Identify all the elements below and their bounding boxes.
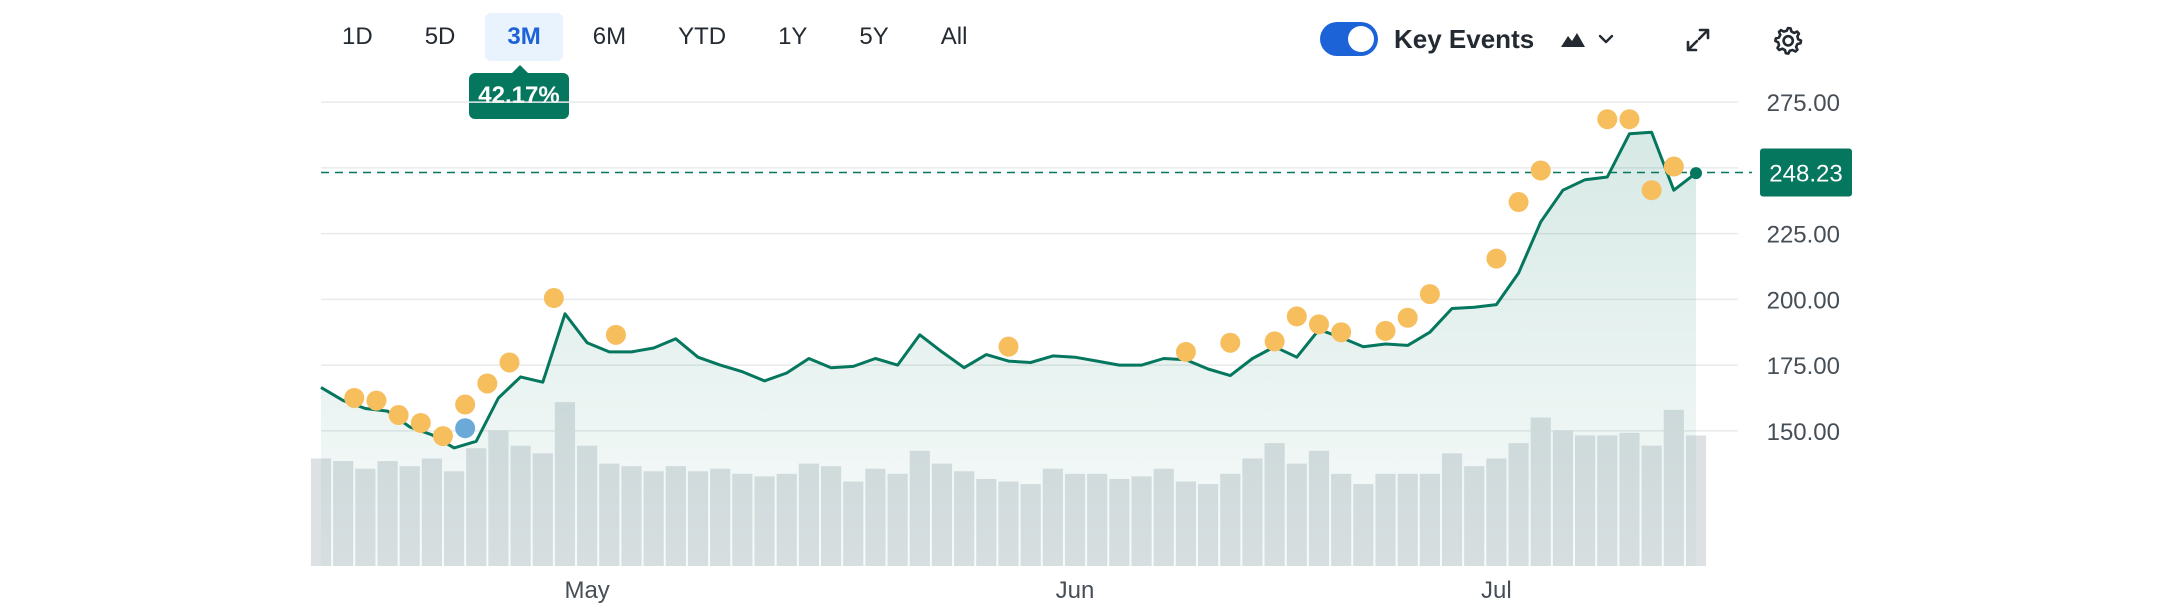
key-event-marker (499, 352, 520, 373)
chevron-down-icon (1598, 34, 1614, 44)
gear-icon (1774, 26, 1803, 55)
y-axis-tick-label: 200.00 (1767, 287, 1840, 314)
key-event-marker (1508, 192, 1529, 213)
mountain-chart-icon (1561, 33, 1586, 47)
key-event-marker (410, 412, 431, 433)
key-event-marker (1220, 332, 1241, 353)
key-event-marker (1286, 306, 1307, 327)
key-event-marker (1264, 331, 1285, 352)
key-event-marker (477, 373, 498, 394)
chart-type-dropdown[interactable] (1560, 30, 1614, 48)
key-event-marker (432, 426, 453, 447)
key-event-marker (605, 324, 626, 345)
last-price-dot (1690, 167, 1702, 180)
range-6m-button[interactable]: 6M (592, 23, 627, 50)
settings-button[interactable] (1768, 20, 1808, 60)
key-event-marker (1597, 109, 1618, 130)
range-1d-button[interactable]: 1D (342, 23, 373, 50)
range-3m-button[interactable]: 3M (485, 13, 563, 61)
current-price-value: 248.23 (1769, 160, 1842, 187)
range-ytd-button[interactable]: YTD (678, 23, 727, 50)
x-axis-tick-label: May (564, 577, 609, 604)
key-event-marker (1331, 322, 1352, 343)
key-event-marker (1486, 248, 1507, 269)
range-1y-button[interactable]: 1Y (778, 23, 808, 50)
key-event-marker (455, 394, 476, 415)
key-event-marker (344, 387, 365, 408)
current-price-label: 248.23 (1760, 148, 1852, 197)
chart-controls: Key Events (1320, 14, 1614, 64)
key-event-marker (1530, 160, 1551, 181)
x-axis-tick-label: Jul (1481, 577, 1512, 604)
expand-button[interactable] (1678, 20, 1718, 60)
toggle-knob (1348, 26, 1374, 52)
key-events-toggle[interactable] (1320, 22, 1378, 56)
change-percent-badge: 42.17% (469, 65, 569, 119)
y-axis-tick-label: 175.00 (1767, 353, 1840, 380)
key-event-marker (998, 336, 1019, 357)
range-all-button[interactable]: All (940, 23, 968, 50)
key-event-marker (388, 405, 409, 426)
y-axis-tick-label: 225.00 (1767, 222, 1840, 249)
y-axis-tick-label: 275.00 (1767, 90, 1840, 117)
y-axis-tick-label: 150.00 (1767, 419, 1840, 446)
range-selector: 1D 5D 3M 6M YTD 1Y 5Y All (320, 12, 989, 62)
price-line (320, 130, 1697, 450)
key-event-marker (1419, 284, 1440, 305)
price-area (321, 132, 1696, 567)
key-event-marker (1663, 156, 1684, 177)
range-5y-button[interactable]: 5Y (859, 23, 889, 50)
key-event-marker (1619, 109, 1640, 130)
key-event-marker (1175, 341, 1196, 362)
key-event-marker-highlighted (455, 418, 476, 439)
key-event-marker (1308, 314, 1329, 335)
range-5d-button[interactable]: 5D (424, 23, 456, 50)
key-event-marker (543, 288, 564, 309)
x-axis-tick-label: Jun (1056, 577, 1095, 604)
key-event-marker (1397, 307, 1418, 328)
key-event-marker (366, 390, 387, 411)
key-event-marker (1641, 180, 1662, 201)
key-event-marker (1375, 320, 1396, 341)
key-events-label: Key Events (1394, 23, 1535, 54)
expand-icon (1686, 28, 1710, 52)
